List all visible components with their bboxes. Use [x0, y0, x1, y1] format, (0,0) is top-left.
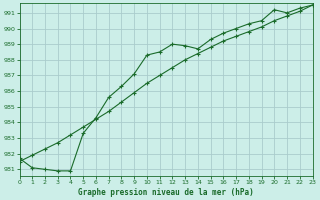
X-axis label: Graphe pression niveau de la mer (hPa): Graphe pression niveau de la mer (hPa)	[78, 188, 254, 197]
